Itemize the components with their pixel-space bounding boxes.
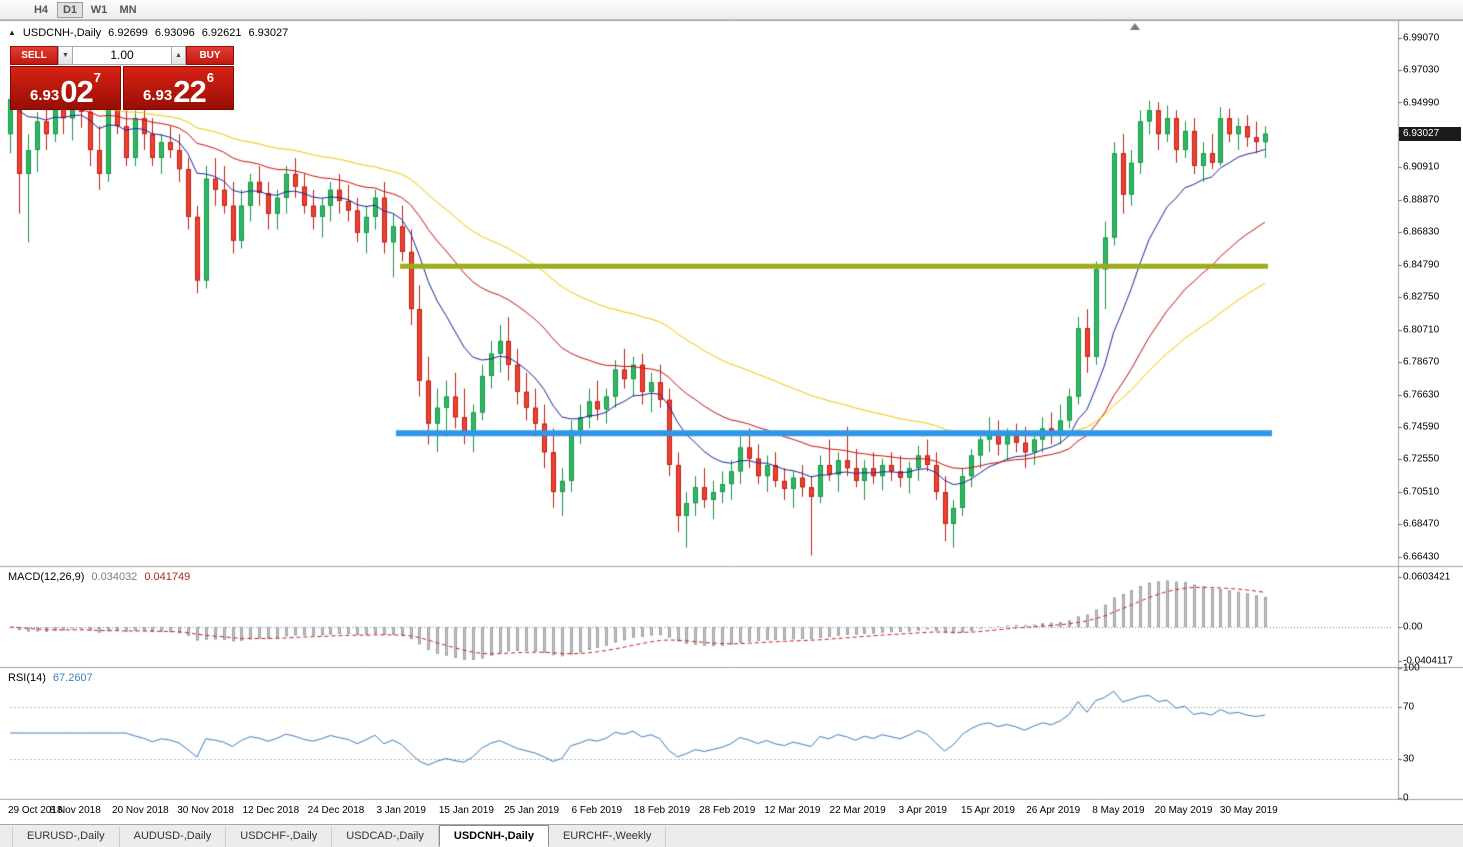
macd-axis-label: -0.0404117 (1403, 655, 1453, 666)
chart-symbol-label: USDCNH-,Daily (22, 27, 102, 39)
rsi-axis-label: 30 (1403, 753, 1415, 765)
price-axis-label: 6.94990 (1403, 97, 1440, 108)
price-axis-label: 6.84790 (1403, 259, 1440, 271)
price-axis-label: 6.90910 (1403, 161, 1440, 173)
time-axis-label: 3 Apr 2019 (898, 805, 947, 816)
price-axis-label: 6.70510 (1403, 486, 1440, 498)
time-axis-label: 18 Feb 2019 (633, 805, 691, 816)
price-axis-label: 6.72550 (1403, 453, 1440, 465)
time-axis-label: 12 Dec 2018 (242, 805, 300, 816)
time-axis-label: 8 May 2019 (1092, 805, 1145, 816)
volume-increase-button[interactable]: ▲ (171, 46, 186, 65)
time-axis-label: 8 Nov 2018 (49, 805, 101, 816)
chart-canvas[interactable] (0, 20, 1463, 824)
timeframe-button-w1[interactable]: W1 (86, 2, 112, 18)
current-price-tag: 6.93027 (1399, 126, 1461, 141)
price-axis-label: 6.78670 (1403, 356, 1440, 368)
one-click-trading-panel: SELL ▼ 1.00 ▲ BUY 6.93 02 7 6.93 22 6 (10, 46, 234, 110)
chart-tab-usdcnh-daily[interactable]: USDCNH-,Daily (438, 825, 549, 847)
chart-tab-eurchf-weekly[interactable]: EURCHF-,Weekly (549, 827, 667, 847)
timeframe-toolbar: H4 D1 W1 MN (0, 0, 1463, 20)
volume-input[interactable]: 1.00 (73, 46, 171, 65)
price-axis-label: 6.97030 (1403, 64, 1440, 76)
macd-main-value: 0.034032 (91, 571, 138, 583)
time-axis-label: 28 Feb 2019 (699, 805, 756, 816)
timeframe-button-h4[interactable]: H4 (28, 2, 54, 18)
bid-point: 7 (93, 70, 101, 85)
macd-signal-value: 0.041749 (144, 571, 191, 583)
one-click-panel-toggle-icon[interactable]: ▲ (8, 28, 16, 37)
macd-axis-label: 0.00 (1403, 621, 1423, 633)
chart-title-ohlc: ▲ USDCNH-,Daily 6.92699 6.93096 6.92621 … (8, 27, 288, 39)
chart-window-usdcnh-daily: ▲ USDCNH-,Daily 6.92699 6.93096 6.92621 … (0, 20, 1463, 824)
ask-prefix: 6.93 (143, 86, 173, 104)
sell-button[interactable]: SELL (10, 46, 58, 65)
price-axis-label: 6.99070 (1403, 32, 1440, 44)
ohlc-high-value: 6.93096 (154, 27, 195, 39)
buy-button[interactable]: BUY (186, 46, 234, 65)
rsi-indicator-label: RSI(14) 67.2607 (8, 672, 93, 684)
price-axis-label: 6.86830 (1403, 226, 1440, 238)
ohlc-low-value: 6.92621 (201, 27, 242, 39)
chart-tab-usdchf-daily[interactable]: USDCHF-,Daily (226, 827, 333, 847)
volume-decrease-button[interactable]: ▼ (58, 46, 73, 65)
bid-price-display[interactable]: 6.93 02 7 (10, 66, 121, 110)
price-axis-label: 6.88870 (1403, 194, 1440, 206)
rsi-value: 67.2607 (52, 672, 93, 684)
price-axis-label: 6.68470 (1403, 518, 1440, 530)
time-axis-label: 6 Feb 2019 (571, 805, 623, 816)
ask-pips: 22 (173, 73, 206, 109)
ohlc-open-value: 6.92699 (108, 27, 148, 39)
time-axis-label: 3 Jan 2019 (376, 805, 426, 816)
price-axis-label: 6.76630 (1403, 389, 1440, 400)
time-axis-label: 20 Nov 2018 (112, 805, 169, 816)
timeframe-button-d1[interactable]: D1 (57, 1, 83, 18)
chart-tab-audusd-daily[interactable]: AUDUSD-,Daily (120, 827, 227, 847)
time-axis-label: 29 Oct 2018 (8, 805, 63, 816)
time-axis-label: 20 May 2019 (1154, 805, 1213, 816)
chart-tab-bar: EURUSD-,Daily AUDUSD-,Daily USDCHF-,Daily U… (0, 824, 1463, 847)
price-axis-label: 6.66430 (1403, 551, 1440, 563)
time-axis-label: 30 May 2019 (1219, 805, 1278, 816)
trade-controls-row: SELL ▼ 1.00 ▲ BUY (10, 46, 234, 65)
time-scale[interactable]: 29 Oct 2018 8 Nov 2018 20 Nov 2018 30 Nov 2… (0, 800, 1398, 823)
ohlc-close-value: 6.93027 (248, 27, 289, 39)
ask-price-display[interactable]: 6.93 22 6 (123, 66, 234, 110)
time-axis-label: 12 Mar 2019 (764, 805, 821, 816)
time-axis-label: 22 Mar 2019 (829, 805, 886, 816)
macd-title-text: MACD(12,26,9) (8, 571, 85, 583)
time-axis-label: 15 Apr 2019 (961, 805, 1015, 816)
macd-axis-label: 0.0603421 (1403, 571, 1451, 583)
rsi-title-text: RSI(14) (8, 672, 46, 684)
timeframe-button-mn[interactable]: MN (115, 2, 141, 18)
price-axis-label: 6.74590 (1403, 421, 1440, 433)
ask-point: 6 (206, 70, 214, 85)
chart-tab-usdcad-daily[interactable]: USDCAD-,Daily (332, 827, 439, 847)
price-axis-label: 6.80710 (1403, 324, 1440, 336)
price-axis-label: 6.82750 (1403, 291, 1440, 303)
time-axis-label: 30 Nov 2018 (177, 805, 234, 816)
chart-tab-eurusd-daily[interactable]: EURUSD-,Daily (12, 827, 120, 847)
macd-indicator-label: MACD(12,26,9) 0.034032 0.041749 (8, 571, 190, 583)
time-axis-label: 25 Jan 2019 (504, 805, 560, 816)
rsi-axis-label: 70 (1403, 701, 1415, 713)
time-axis-label: 26 Apr 2019 (1026, 805, 1081, 816)
rsi-axis-label: 0 (1403, 792, 1409, 804)
bid-pips: 02 (60, 73, 93, 109)
bid-prefix: 6.93 (30, 86, 60, 104)
time-axis-label: 24 Dec 2018 (307, 805, 365, 816)
time-axis-label: 15 Jan 2019 (438, 805, 494, 816)
rsi-axis-label: 100 (1403, 662, 1420, 674)
quote-row: 6.93 02 7 6.93 22 6 (10, 66, 234, 110)
